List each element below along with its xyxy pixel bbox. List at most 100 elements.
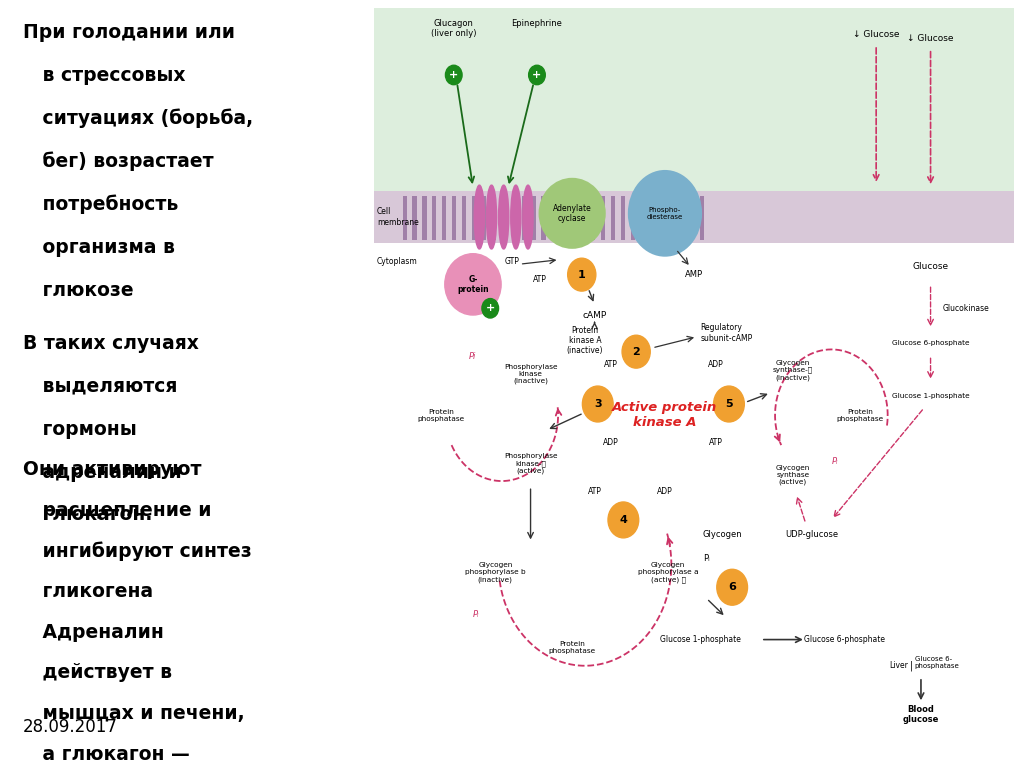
Text: Адреналин: Адреналин [23, 623, 164, 642]
Text: Glycogen
phosphorylase a
(active) ⓟ: Glycogen phosphorylase a (active) ⓟ [638, 562, 698, 583]
Circle shape [583, 386, 613, 422]
Text: в стрессовых: в стрессовых [23, 66, 185, 85]
Text: Phospho-
diesterase: Phospho- diesterase [647, 207, 683, 220]
Bar [422, 196, 427, 240]
Text: Protein
phosphatase: Protein phosphatase [549, 640, 596, 653]
Circle shape [714, 386, 744, 422]
Bar [650, 196, 654, 240]
Circle shape [445, 65, 462, 84]
Text: Protein
kinase A
(inactive): Protein kinase A (inactive) [566, 325, 603, 355]
Ellipse shape [539, 178, 606, 249]
Text: +: + [450, 70, 459, 80]
Bar [531, 196, 536, 240]
Text: Cell
membrane: Cell membrane [377, 207, 419, 227]
Text: адреналин и: адреналин и [23, 463, 181, 482]
Text: В таких случаях: В таких случаях [23, 334, 199, 353]
Ellipse shape [523, 186, 532, 249]
Bar [453, 196, 457, 240]
Text: мышцах и печени,: мышцах и печени, [23, 704, 244, 723]
Bar [561, 196, 565, 240]
Text: Glucose 6-
phosphatase: Glucose 6- phosphatase [914, 656, 959, 669]
Bar [482, 196, 486, 240]
Text: +: + [532, 70, 542, 80]
Bar [621, 196, 625, 240]
Text: 28.09.2017: 28.09.2017 [23, 719, 118, 736]
Text: Pᵢ: Pᵢ [831, 457, 838, 466]
Text: Glycogen: Glycogen [702, 531, 742, 539]
Bar [551, 196, 555, 240]
Text: |: | [909, 660, 913, 671]
Bar [472, 196, 476, 240]
Text: Active protein
kinase A: Active protein kinase A [612, 401, 718, 430]
Text: ADP: ADP [657, 487, 673, 495]
Text: AMP: AMP [685, 270, 702, 279]
Bar [641, 196, 645, 240]
Text: организма в: организма в [23, 238, 174, 257]
Text: Glucose 6-phosphate: Glucose 6-phosphate [804, 635, 885, 644]
Text: ↓ Glucose: ↓ Glucose [853, 30, 899, 39]
Text: ATP: ATP [534, 275, 547, 284]
Bar [512, 196, 516, 240]
Ellipse shape [511, 186, 521, 249]
Text: cAMP: cAMP [583, 311, 606, 320]
Text: Glucose 6-phosphate: Glucose 6-phosphate [892, 341, 970, 347]
Text: G-
protein: G- protein [457, 275, 488, 294]
Text: GTP: GTP [505, 257, 520, 266]
Text: 5: 5 [725, 399, 733, 409]
Text: бег) возрастает: бег) возрастает [23, 152, 213, 172]
Bar [542, 196, 546, 240]
Text: UDP-glucose: UDP-glucose [785, 531, 839, 539]
Circle shape [628, 170, 702, 257]
Text: глюкагон.: глюкагон. [23, 505, 152, 525]
Bar [413, 196, 417, 240]
Text: а глюкагон —: а глюкагон — [23, 745, 189, 764]
Bar [374, 8, 1014, 191]
Text: Epinephrine: Epinephrine [512, 19, 562, 28]
Text: ADP: ADP [709, 360, 724, 369]
Circle shape [717, 569, 748, 605]
Text: Glycogen
synthase-ⓟ
(inactive): Glycogen synthase-ⓟ (inactive) [773, 360, 813, 381]
Text: Pi: Pi [469, 352, 476, 361]
Text: Glucagon
(liver only): Glucagon (liver only) [431, 19, 476, 38]
Text: Glucose: Glucose [912, 262, 948, 271]
Text: Cytoplasm: Cytoplasm [377, 257, 418, 265]
Bar [374, 191, 1014, 243]
Bar [582, 196, 586, 240]
Text: Glycogen
synthase
(active): Glycogen synthase (active) [776, 465, 810, 486]
Text: Они активируют: Они активируют [23, 460, 201, 479]
Text: ↓ Glucose: ↓ Glucose [907, 34, 953, 43]
Bar [671, 196, 675, 240]
Text: ATP: ATP [603, 360, 617, 369]
Bar [432, 196, 436, 240]
Text: Glycogen
phosphorylase b
(inactive): Glycogen phosphorylase b (inactive) [465, 562, 525, 582]
Text: Protein
phosphatase: Protein phosphatase [837, 409, 884, 422]
Text: Pᵢ: Pᵢ [703, 554, 710, 563]
Text: 1: 1 [578, 270, 586, 280]
Bar [690, 196, 694, 240]
Text: ситуациях (борьба,: ситуациях (борьба, [23, 109, 253, 129]
Bar [442, 196, 446, 240]
Circle shape [528, 65, 546, 84]
Text: ADP: ADP [603, 438, 618, 447]
Bar [402, 196, 407, 240]
Text: Glucose 1-phosphate: Glucose 1-phosphate [892, 393, 970, 399]
Bar [521, 196, 525, 240]
Text: гормоны: гормоны [23, 420, 136, 439]
Ellipse shape [444, 254, 501, 315]
Circle shape [482, 298, 499, 318]
Text: глюкозе: глюкозе [23, 281, 133, 300]
Text: Phosphorylase
kinase
(inactive): Phosphorylase kinase (inactive) [504, 364, 557, 384]
Bar [502, 196, 506, 240]
Text: 2: 2 [632, 347, 640, 357]
Text: Protein
phosphatase: Protein phosphatase [418, 409, 465, 422]
Text: расщепление и: расщепление и [23, 501, 211, 520]
Ellipse shape [474, 186, 484, 249]
Circle shape [608, 502, 639, 538]
Text: ATP: ATP [588, 487, 601, 495]
Text: Phosphorylase
kinase-ⓟ
(active): Phosphorylase kinase-ⓟ (active) [504, 453, 557, 475]
Ellipse shape [486, 186, 497, 249]
Bar [571, 196, 575, 240]
Circle shape [622, 335, 650, 368]
Circle shape [567, 258, 596, 291]
Text: Glucokinase: Glucokinase [942, 304, 989, 312]
